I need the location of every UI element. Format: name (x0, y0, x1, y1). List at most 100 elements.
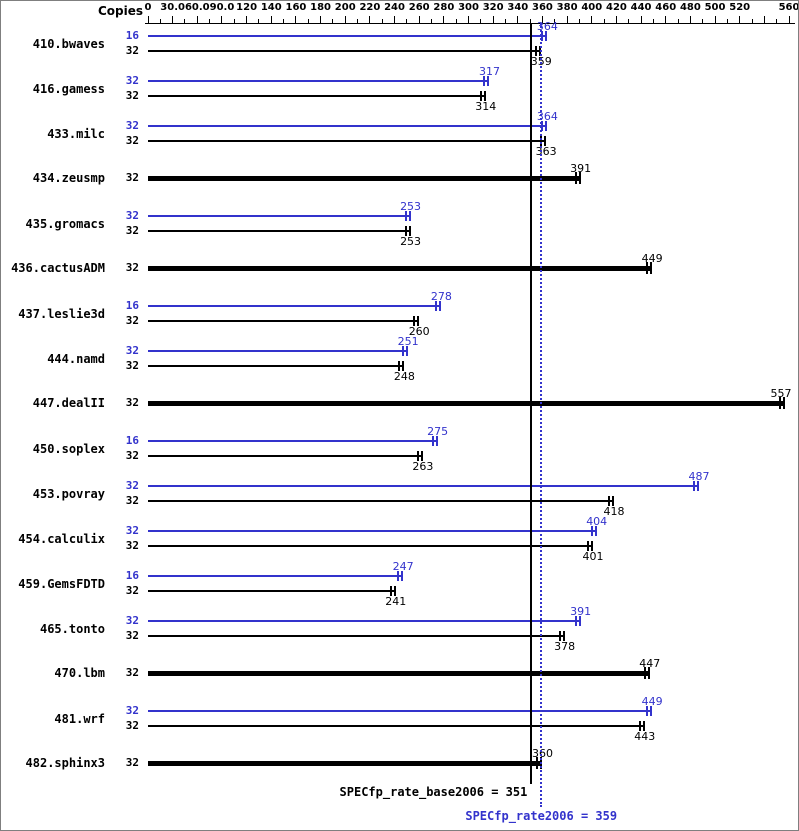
x-axis-minor-tick (233, 19, 235, 23)
benchmark-name: 433.milc (47, 126, 105, 141)
x-axis-tick-label: 240 (384, 2, 405, 13)
x-axis-tick-label: 90.0 (209, 2, 235, 13)
result-bar-peak (148, 620, 581, 622)
copies-count-label: 32 (125, 539, 139, 552)
result-bar-base (148, 455, 423, 457)
base-rate-label: SPECfp_rate_base2006 = 351 (339, 785, 528, 799)
x-axis-tick (147, 16, 149, 23)
x-axis-tick (394, 16, 396, 23)
result-bar-peak (148, 575, 404, 577)
x-axis-tick-label: 0 (144, 2, 152, 13)
x-axis-minor-tick (603, 19, 605, 23)
bar-endcap (413, 316, 420, 326)
benchmark-name: 453.povray (32, 486, 105, 501)
result-bar-peak (148, 440, 438, 442)
result-bar-base (148, 140, 547, 142)
x-axis-tick-label: 180 (310, 2, 331, 13)
copies-count-label: 32 (125, 344, 139, 357)
x-axis-minor-tick (307, 19, 309, 23)
x-axis-tick (246, 16, 248, 23)
result-bar-peak (148, 125, 548, 127)
x-axis-minor-tick (776, 19, 778, 23)
x-axis-tick (344, 16, 346, 23)
bar-endcap (404, 211, 411, 221)
x-axis-minor-tick (554, 19, 556, 23)
x-axis-tick-label: 30.0 (160, 2, 185, 13)
copies-count-label: 32 (125, 666, 139, 679)
benchmark-name: 450.soplex (32, 441, 105, 456)
x-axis-tick (665, 16, 667, 23)
copies-count-label: 32 (125, 629, 139, 642)
x-axis-minor-tick (628, 19, 630, 23)
x-axis-tick (763, 16, 765, 23)
bar-value-label: 487 (688, 470, 710, 483)
x-axis-tick-label: 340 (507, 2, 529, 13)
x-axis-tick-label: 480 (679, 2, 701, 13)
x-axis-minor-tick (529, 19, 531, 23)
benchmark-name: 435.gromacs (25, 216, 105, 231)
x-axis-tick-label: 360 (532, 2, 553, 13)
benchmark-name: 434.zeusmp (32, 171, 105, 185)
bar-value-label: 317 (478, 65, 500, 78)
bar-endcap (643, 667, 650, 679)
bar-endcap (607, 496, 614, 506)
bar-value-label: 360 (531, 747, 553, 760)
x-axis-tick (369, 16, 371, 23)
copies-count-label: 32 (125, 209, 139, 222)
x-axis-minor-tick (332, 19, 334, 23)
bar-endcap (479, 91, 486, 101)
bar-value-label: 378 (554, 640, 576, 653)
bar-endcap (397, 571, 404, 581)
bar-endcap (574, 616, 581, 626)
copies-count-label: 32 (125, 359, 139, 372)
bar-endcap (587, 541, 593, 551)
x-axis-tick-label: 260 (408, 2, 430, 13)
x-axis-tick-label: 300 (458, 2, 479, 13)
bar-value-label: 443 (634, 730, 656, 743)
x-axis-tick-label: 400 (581, 2, 603, 13)
x-axis-tick-label: 560 (778, 2, 799, 13)
x-axis-minor-tick (652, 19, 654, 23)
x-axis-tick (468, 16, 469, 23)
bar-endcap (541, 121, 548, 131)
x-axis-tick (591, 16, 593, 23)
x-axis-tick-label: 320 (482, 2, 504, 13)
x-axis-minor-tick (578, 19, 580, 23)
benchmark-name: 410.bwaves (32, 36, 105, 51)
bar-value-label: 278 (430, 290, 452, 303)
bar-value-label: 253 (400, 200, 422, 213)
x-axis-minor-tick (283, 19, 285, 23)
bar-endcap (646, 262, 653, 274)
peak-rate-reference-line (540, 23, 543, 807)
x-axis-tick (689, 16, 691, 23)
x-axis-minor-tick (209, 19, 211, 23)
x-axis-tick-label: 520 (729, 2, 751, 13)
x-axis-tick-label: 140 (260, 2, 282, 13)
copies-count-label: 32 (125, 614, 139, 627)
result-bar-base (148, 365, 405, 367)
bar-value-label: 363 (535, 145, 557, 158)
x-axis-tick (492, 16, 494, 23)
copies-count-label: 32 (125, 449, 139, 462)
copies-count-label: 32 (125, 719, 139, 732)
bar-endcap (558, 631, 565, 641)
x-axis-minor-tick (357, 19, 359, 23)
result-bar-single (148, 670, 650, 676)
copies-count-label: 32 (125, 494, 139, 507)
result-bar-base (148, 590, 396, 592)
x-axis-tick (443, 16, 445, 23)
bar-value-label: 447 (639, 657, 661, 670)
benchmark-name: 416.gamess (32, 81, 105, 96)
result-bar-base (148, 50, 542, 52)
bar-endcap (646, 706, 653, 716)
x-axis-tick (221, 16, 223, 23)
copies-count-label: 16 (125, 569, 139, 582)
bar-value-label: 247 (392, 560, 414, 573)
x-axis-minor-tick (702, 19, 704, 23)
bar-value-label: 253 (400, 235, 422, 248)
copies-count-label: 32 (125, 89, 139, 102)
bar-value-label: 263 (412, 460, 434, 473)
result-bar-peak (148, 80, 490, 82)
bar-value-label: 557 (770, 387, 792, 400)
result-bar-peak (148, 215, 411, 217)
